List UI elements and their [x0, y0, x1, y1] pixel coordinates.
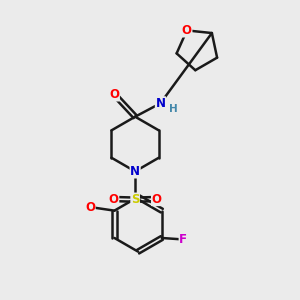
Text: O: O: [182, 24, 192, 37]
Text: N: N: [155, 97, 165, 110]
Text: H: H: [169, 104, 177, 114]
Text: O: O: [109, 88, 119, 101]
Text: F: F: [179, 233, 187, 246]
Text: O: O: [152, 193, 161, 206]
Text: N: N: [130, 165, 140, 178]
Text: O: O: [109, 193, 119, 206]
Text: S: S: [131, 193, 140, 206]
Text: O: O: [85, 201, 95, 214]
